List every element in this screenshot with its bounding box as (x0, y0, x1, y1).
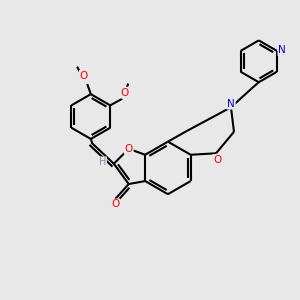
Text: N: N (278, 45, 286, 55)
Text: O: O (111, 199, 119, 209)
Text: N: N (227, 99, 235, 109)
Text: H: H (99, 157, 106, 167)
Text: O: O (124, 144, 133, 154)
Text: O: O (80, 70, 88, 81)
Text: O: O (213, 155, 222, 165)
Text: O: O (120, 88, 128, 98)
